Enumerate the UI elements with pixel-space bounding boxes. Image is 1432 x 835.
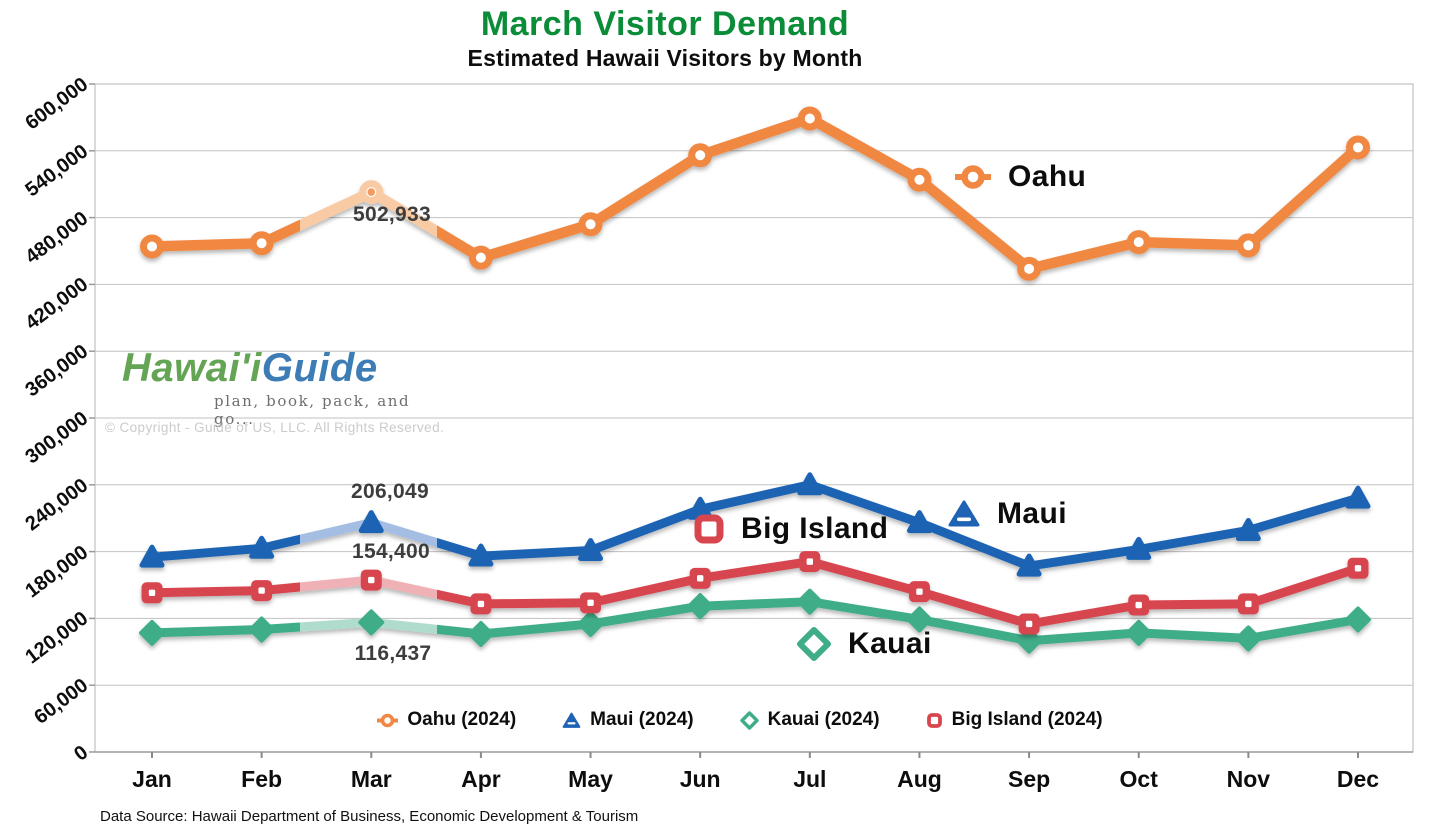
copyright-text: © Copyright - Guide of US, LLC. All Righ… [105, 420, 445, 435]
legend-item-maui: Maui (2024) [562, 709, 694, 731]
legend-label-oahu: Oahu (2024) [407, 709, 517, 730]
x-tick-label: Nov [1226, 766, 1271, 792]
legend-item-kauai: Kauai (2024) [739, 709, 880, 731]
x-tick-label: May [568, 766, 613, 792]
legend-label-kauai: Kauai (2024) [767, 709, 880, 730]
series-big-island [141, 551, 1369, 635]
maui-series-label-text: Maui [997, 497, 1067, 530]
x-tick-label: Feb [241, 766, 283, 792]
big-island-marker-icon [694, 514, 724, 544]
oahu-marker-icon [955, 165, 991, 189]
brand-tagline: plan, book, pack, and go... [214, 392, 411, 428]
brand-guide: Guide [261, 346, 378, 390]
data-source-text: Data Source: Hawaii Department of Busine… [100, 808, 639, 825]
x-tick-label: Aug [897, 766, 942, 792]
big-island-series-label-text: Big Island [741, 512, 889, 545]
x-tick-label: Jul [793, 766, 827, 792]
legend-label-big-island: Big Island (2024) [951, 709, 1103, 730]
oahu-series-label: Oahu [954, 160, 1086, 194]
maui-legend-marker-icon [562, 712, 581, 728]
big-island-march-annotation: 154,400 [351, 540, 430, 563]
kauai-series-label: Kauai [796, 626, 932, 662]
brand-wordmark: Hawai'iGuide [122, 348, 422, 388]
legend-item-oahu: Oahu (2024) [377, 709, 516, 731]
chart-header: March Visitor Demand Estimated Hawaii Vi… [0, 5, 1330, 72]
kauai-marker-icon [797, 627, 831, 661]
x-tick-label: Jun [679, 766, 721, 792]
kauai-series-label-text: Kauai [848, 627, 932, 660]
brand-hawaii: Hawai'i [122, 346, 262, 390]
page-title: March Visitor Demand [480, 5, 850, 43]
oahu-series-label-text: Oahu [1008, 160, 1087, 193]
watermark-logo: Hawai'iGuide plan, book, pack, and go... [122, 348, 422, 428]
legend: Oahu (2024) Maui (2024) Kauai (2024) Big… [95, 709, 1385, 731]
legend-label-maui: Maui (2024) [590, 709, 694, 730]
kauai-march-annotation: 116,437 [354, 642, 432, 665]
legend-item-big-island: Big Island (2024) [926, 709, 1103, 731]
series-oahu [140, 106, 1370, 281]
x-tick-label: Sep [1007, 766, 1051, 792]
x-tick-label: Dec [1336, 766, 1380, 792]
oahu-march-annotation: 502,933 [352, 203, 431, 226]
x-tick-label: Jan [132, 766, 172, 792]
big-island-series-label: Big Island [693, 512, 888, 546]
big-island-legend-marker-icon [926, 712, 942, 728]
maui-marker-icon [948, 500, 980, 526]
x-tick-label: Apr [461, 766, 501, 792]
maui-series-label: Maui [947, 497, 1067, 531]
maui-march-annotation: 206,049 [350, 480, 429, 503]
x-tick-label: Oct [1119, 766, 1158, 792]
series-kauai [139, 588, 1371, 654]
oahu-legend-marker-icon [377, 713, 399, 727]
page-subtitle: Estimated Hawaii Visitors by Month [467, 45, 863, 72]
series-maui [139, 472, 1371, 577]
x-tick-label: Mar [350, 766, 392, 792]
kauai-legend-marker-icon [739, 710, 759, 730]
